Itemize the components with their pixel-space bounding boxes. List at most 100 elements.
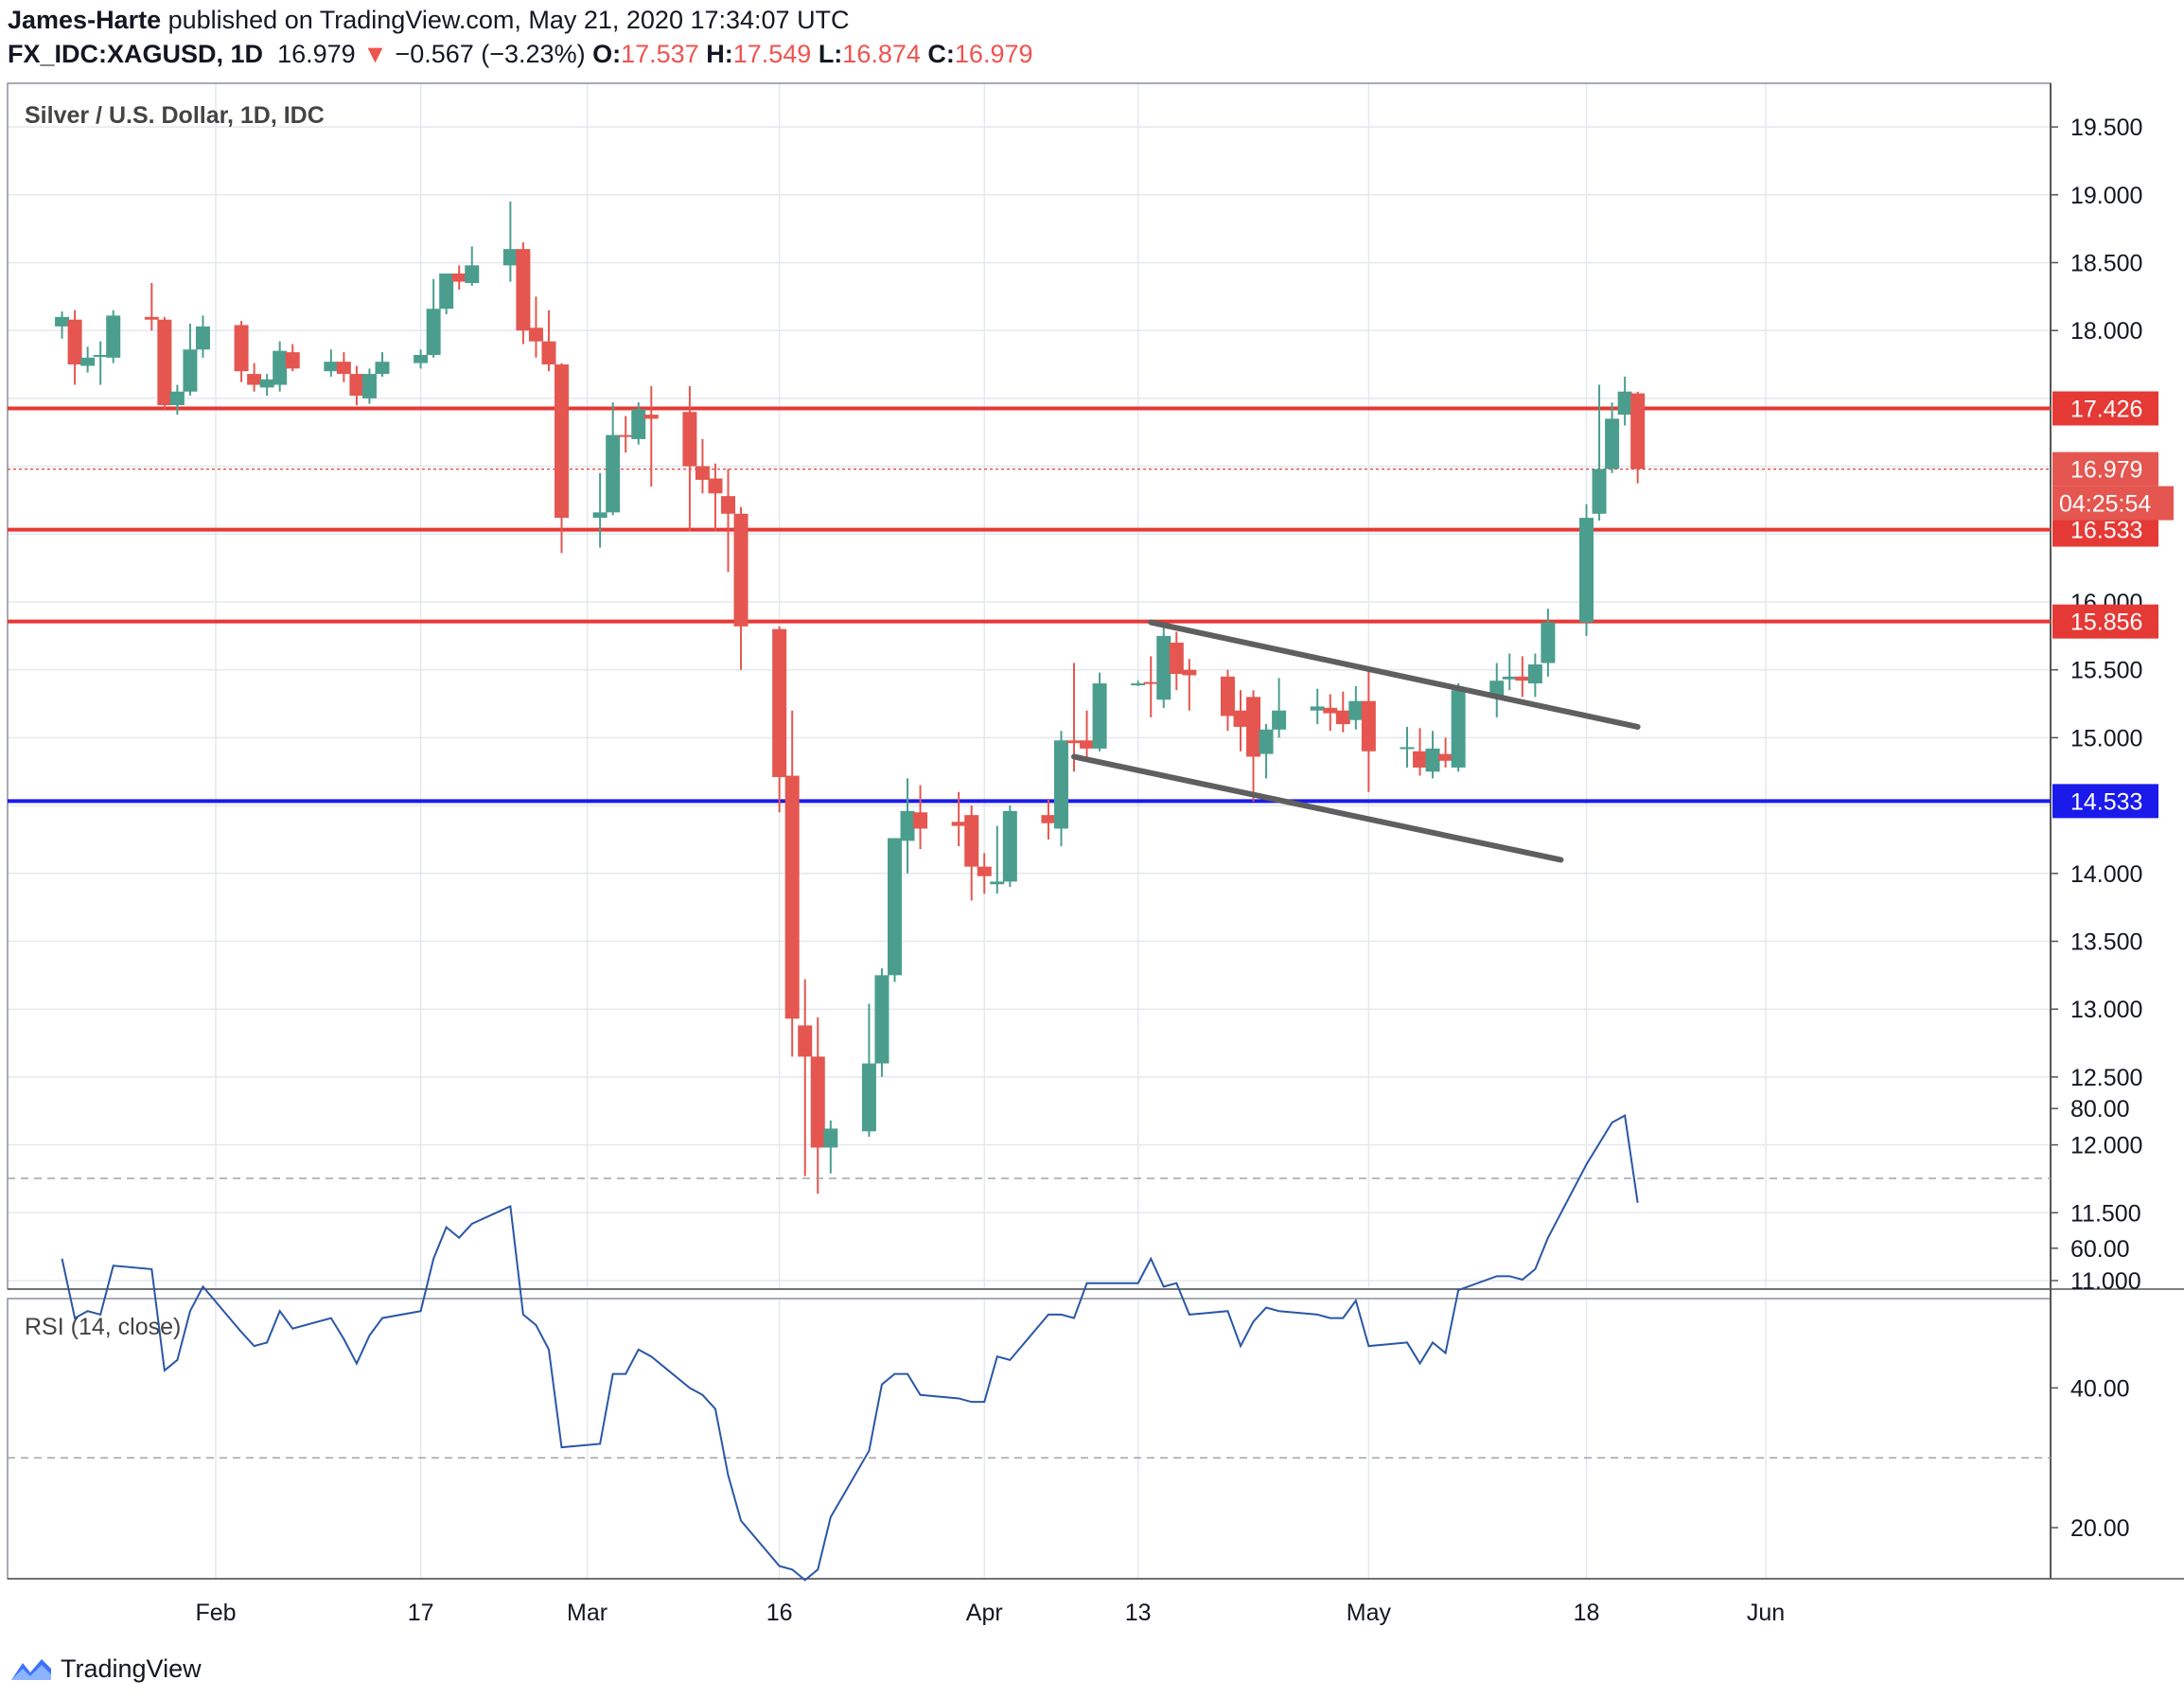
candle-body	[516, 249, 531, 331]
candle-body	[1617, 391, 1632, 416]
candle-body	[900, 810, 915, 841]
rsi-tick-label: 40.00	[2070, 1375, 2130, 1402]
candle-body	[1156, 635, 1171, 700]
candle-body	[810, 1056, 825, 1148]
y-tick-label: 11.500	[2070, 1200, 2141, 1227]
candle-body	[951, 822, 966, 826]
trendline	[1148, 619, 1641, 730]
close-label: C:	[927, 40, 955, 68]
y-tick-label: 11.000	[2070, 1268, 2141, 1295]
level-price-badge	[2052, 784, 2158, 819]
candle-body	[887, 838, 902, 976]
candle-body	[361, 374, 377, 398]
y-tick-label: 19.000	[2070, 183, 2142, 209]
candle-body	[606, 434, 621, 513]
y-tick-label: 13.500	[2070, 929, 2142, 956]
x-tick-label: Mar	[567, 1600, 608, 1626]
candle-body	[798, 1025, 813, 1057]
publish-info: James-Harte published on TradingView.com…	[8, 6, 850, 35]
last-price-badge	[2052, 451, 2158, 486]
candle-body	[528, 327, 543, 342]
candle-body	[285, 352, 300, 369]
y-tick-label: 15.500	[2070, 658, 2142, 684]
candle-body	[1413, 751, 1428, 768]
symbol-name[interactable]: FX_IDC:XAGUSD, 1D	[8, 40, 264, 68]
candle-body	[1169, 643, 1184, 675]
candle-body	[784, 775, 800, 1019]
candle-body	[465, 265, 480, 284]
candle-body	[451, 273, 467, 282]
candle-body	[772, 628, 787, 777]
candle-body	[1323, 707, 1338, 714]
candle-body	[324, 362, 339, 372]
candle-body	[1579, 518, 1594, 623]
level-price-label: 15.856	[2070, 610, 2142, 636]
tradingview-brand[interactable]: TradingView	[61, 1654, 202, 1683]
candle-body	[336, 362, 351, 375]
last-price: 16.979	[277, 40, 356, 68]
candle-body	[1041, 815, 1056, 823]
candle-body	[1246, 697, 1261, 757]
candle-body	[1080, 740, 1095, 749]
level-price-label: 14.533	[2070, 788, 2142, 815]
candle-body	[643, 415, 659, 419]
low-value: 16.874	[842, 40, 921, 68]
candle-body	[169, 391, 185, 406]
y-tick-label: 15.000	[2070, 725, 2142, 752]
candle-body	[708, 478, 723, 494]
author-name[interactable]: James-Harte	[8, 6, 162, 34]
x-tick-label: 17	[408, 1600, 434, 1626]
candle-body	[183, 349, 198, 392]
candle-body	[592, 512, 608, 519]
candle-body	[913, 812, 928, 829]
candle-body	[247, 374, 262, 385]
candle-body	[414, 355, 429, 363]
x-tick-label: 13	[1125, 1600, 1152, 1626]
trendline	[1071, 753, 1564, 863]
candle-body	[1489, 681, 1505, 698]
candle-body	[106, 315, 121, 358]
x-tick-label: Jun	[1747, 1600, 1785, 1626]
candle-body	[1541, 622, 1556, 663]
candle-body	[93, 355, 108, 358]
candle-body	[1451, 690, 1466, 768]
publish-text: published on TradingView.com, May 21, 20…	[167, 6, 850, 34]
down-arrow-icon: ▼	[362, 40, 388, 68]
candle-body	[823, 1128, 838, 1148]
candle-body	[1182, 669, 1197, 676]
y-tick-label: 18.000	[2070, 318, 2142, 345]
candle-body	[1515, 676, 1530, 681]
candle-body	[1400, 747, 1415, 750]
level-price-badge	[2052, 604, 2158, 639]
candle-body	[1220, 676, 1235, 716]
candle-body	[1630, 393, 1646, 469]
level-price-badge	[2052, 391, 2158, 426]
candle-body	[1438, 753, 1453, 761]
price-change: −0.567 (−3.23%)	[395, 40, 586, 68]
x-tick-label: May	[1347, 1600, 1392, 1626]
candle-body	[1092, 683, 1107, 749]
candle-body	[1233, 710, 1248, 727]
last-price-label: 16.979	[2070, 457, 2142, 484]
candle-body	[439, 273, 454, 310]
candle-body	[502, 249, 518, 266]
tradingview-logo-icon[interactable]	[9, 1655, 53, 1684]
candle-body	[733, 513, 749, 627]
open-value: 17.537	[621, 40, 699, 68]
level-price-label: 17.426	[2070, 397, 2142, 423]
candle-body	[682, 412, 697, 467]
candle-body	[234, 325, 249, 372]
x-tick-label: Apr	[966, 1600, 1003, 1626]
high-label: H:	[706, 40, 733, 68]
candle-body	[1259, 729, 1274, 754]
candle-body	[990, 881, 1005, 885]
price-pane-border	[7, 82, 2052, 1290]
symbol-legend: FX_IDC:XAGUSD, 1D 16.979 ▼ −0.567 (−3.23…	[8, 40, 1033, 69]
candle-body	[259, 379, 274, 388]
y-tick-label: 19.500	[2070, 115, 2142, 141]
candle-body	[541, 341, 556, 365]
candle-body	[695, 466, 710, 480]
candle-body	[1002, 810, 1017, 882]
candle-body	[1143, 681, 1158, 684]
